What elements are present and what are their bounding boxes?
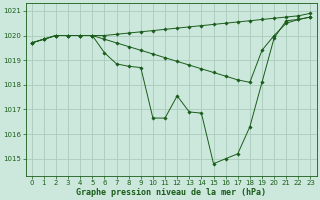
X-axis label: Graphe pression niveau de la mer (hPa): Graphe pression niveau de la mer (hPa) (76, 188, 266, 197)
